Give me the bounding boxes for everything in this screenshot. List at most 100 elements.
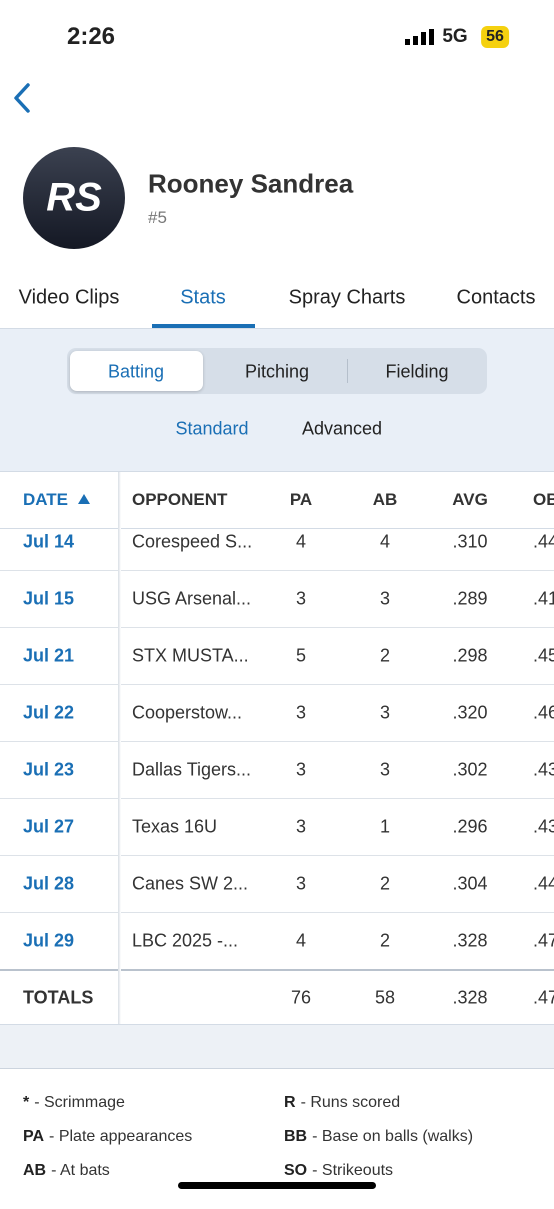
table-cell: .328 — [452, 987, 488, 1008]
table-cell: Jul 15 — [23, 588, 75, 609]
table-cell: Jul 23 — [23, 759, 75, 780]
table-cell: 3 — [295, 816, 307, 837]
home-indicator — [178, 1182, 376, 1189]
stats-table: Jul 14 Corespeed S... 4 4 .310 .44 Jul 15 USG A… — [0, 471, 554, 1025]
table-cell: USG Arsenal... — [132, 588, 252, 609]
table-cell: .289 — [452, 588, 488, 609]
table-cell: LBC 2025 -... — [132, 930, 239, 951]
row-divider — [0, 798, 554, 799]
table-cell: Corespeed S... — [132, 531, 253, 552]
player-number: #5 — [148, 208, 167, 227]
table-cell: 3 — [295, 588, 307, 609]
view-option[interactable]: Advanced — [301, 418, 383, 439]
player-name: Rooney Sandrea — [148, 168, 354, 199]
table-cell: Jul 29 — [23, 930, 75, 951]
table-cell: 3 — [379, 702, 391, 723]
column-header: AVG — [452, 490, 488, 509]
table-cell: Texas 16U — [132, 816, 218, 837]
tab-indicator — [152, 324, 255, 328]
row-divider — [0, 741, 554, 742]
table-cell: 3 — [295, 702, 307, 723]
table-cell: 3 — [379, 759, 391, 780]
table-cell: .304 — [452, 873, 488, 894]
table-cell: .44 — [533, 531, 554, 552]
table-cell: 2 — [379, 873, 391, 894]
table-cell: .47 — [533, 987, 554, 1008]
table-cell: .46 — [533, 702, 554, 723]
segment-divider — [347, 359, 348, 383]
legend-desc: - Scrimmage — [34, 1094, 125, 1111]
table-cell: 2 — [379, 645, 391, 666]
table-cell: Jul 21 — [23, 645, 75, 666]
column-header: OPPONENT — [132, 490, 228, 509]
segment-selected — [70, 351, 203, 391]
legend-desc: - At bats — [51, 1162, 110, 1179]
row-divider — [0, 627, 554, 628]
table-cell: .47 — [533, 930, 554, 951]
table-cell: 5 — [295, 645, 307, 666]
legend-key: * — [23, 1094, 30, 1111]
table-cell: 4 — [295, 930, 307, 951]
table-cell: .302 — [452, 759, 488, 780]
table-cell: .310 — [452, 531, 488, 552]
legend-key: R — [284, 1094, 296, 1111]
table-header-bg — [0, 472, 554, 529]
table-cell: STX MUSTA... — [132, 645, 249, 666]
segment[interactable]: Batting — [107, 361, 165, 382]
legend-key: PA — [23, 1128, 45, 1145]
legend-desc: - Base on balls (walks) — [312, 1128, 474, 1145]
legend-key: BB — [284, 1128, 308, 1145]
tab[interactable]: Spray Charts — [288, 286, 406, 309]
segment[interactable]: Pitching — [244, 361, 310, 382]
table-cell: Cooperstow... — [132, 702, 243, 723]
table-cell: .328 — [452, 930, 488, 951]
column-header: PA — [289, 490, 313, 509]
back-button[interactable] — [10, 82, 34, 114]
table-cell: Jul 14 — [23, 531, 75, 552]
column-header: OBP — [533, 490, 554, 509]
tab[interactable]: Contacts — [456, 286, 536, 309]
tab[interactable]: Video Clips — [18, 286, 120, 309]
column-shadow — [118, 472, 121, 1025]
table-cell: 3 — [379, 588, 391, 609]
table-cell: Jul 22 — [23, 702, 75, 723]
table-cell: .43 — [533, 759, 554, 780]
row-divider — [0, 912, 554, 913]
table-cell: 76 — [290, 987, 312, 1008]
row-divider — [0, 855, 554, 856]
table-cell: .44 — [533, 873, 554, 894]
tab-active[interactable]: Stats — [180, 286, 226, 309]
table-cell: Canes SW 2... — [132, 873, 249, 894]
totals-divider — [0, 969, 554, 971]
column-header: DATE — [23, 490, 69, 509]
sort-arrow — [78, 494, 90, 504]
legend-key: SO — [284, 1162, 308, 1179]
table-cell: TOTALS — [23, 987, 94, 1008]
table-cell: 1 — [379, 816, 391, 837]
avatar — [23, 147, 125, 249]
table-cell: .45 — [533, 645, 554, 666]
row-divider — [0, 684, 554, 685]
legend-desc: - Plate appearances — [49, 1128, 193, 1145]
battery: 56 — [481, 26, 509, 48]
table-cell: .41 — [533, 588, 554, 609]
table-cell: 2 — [379, 930, 391, 951]
legend-key: AB — [23, 1162, 47, 1179]
time: 2:26 — [66, 23, 116, 50]
avatar-initials: RS — [46, 175, 102, 220]
table-cell: 3 — [295, 759, 307, 780]
segment[interactable]: Fielding — [385, 361, 449, 382]
table-cell: 4 — [295, 531, 307, 552]
table-cell: 4 — [379, 531, 391, 552]
view-option[interactable]: Standard — [175, 418, 249, 439]
signal-icon — [405, 29, 434, 45]
table-cell: Jul 27 — [23, 816, 75, 837]
legend-desc: - Strikeouts — [312, 1162, 394, 1179]
legend-desc: - Runs scored — [300, 1094, 401, 1111]
table-cell: .296 — [452, 816, 488, 837]
table-cell: .43 — [533, 816, 554, 837]
network: 5G — [442, 26, 468, 47]
column-header: AB — [372, 490, 398, 509]
table-cell: Jul 28 — [23, 873, 75, 894]
